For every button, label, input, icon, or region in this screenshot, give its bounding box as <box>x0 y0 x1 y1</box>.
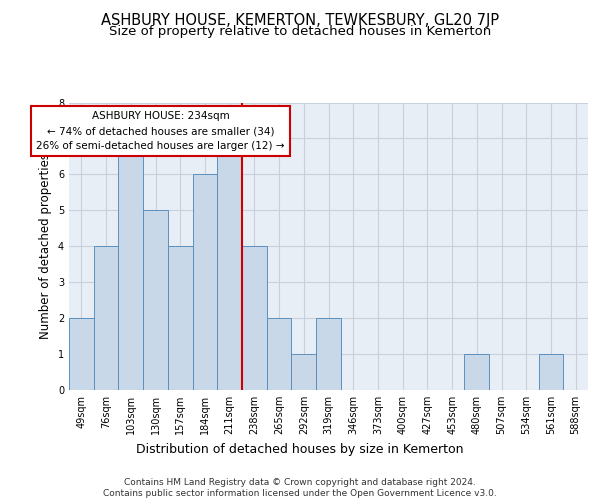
Bar <box>217 138 242 390</box>
Bar <box>316 318 341 390</box>
Bar <box>464 354 489 390</box>
Bar <box>118 138 143 390</box>
Text: Distribution of detached houses by size in Kemerton: Distribution of detached houses by size … <box>136 442 464 456</box>
Text: Contains HM Land Registry data © Crown copyright and database right 2024.
Contai: Contains HM Land Registry data © Crown c… <box>103 478 497 498</box>
Bar <box>193 174 217 390</box>
Bar <box>242 246 267 390</box>
Bar <box>292 354 316 390</box>
Y-axis label: Number of detached properties: Number of detached properties <box>40 153 52 340</box>
Bar <box>539 354 563 390</box>
Bar <box>168 246 193 390</box>
Text: ASHBURY HOUSE, KEMERTON, TEWKESBURY, GL20 7JP: ASHBURY HOUSE, KEMERTON, TEWKESBURY, GL2… <box>101 12 499 28</box>
Text: ASHBURY HOUSE: 234sqm
← 74% of detached houses are smaller (34)
26% of semi-deta: ASHBURY HOUSE: 234sqm ← 74% of detached … <box>36 112 284 151</box>
Text: Size of property relative to detached houses in Kemerton: Size of property relative to detached ho… <box>109 25 491 38</box>
Bar <box>267 318 292 390</box>
Bar <box>94 246 118 390</box>
Bar <box>143 210 168 390</box>
Bar <box>69 318 94 390</box>
